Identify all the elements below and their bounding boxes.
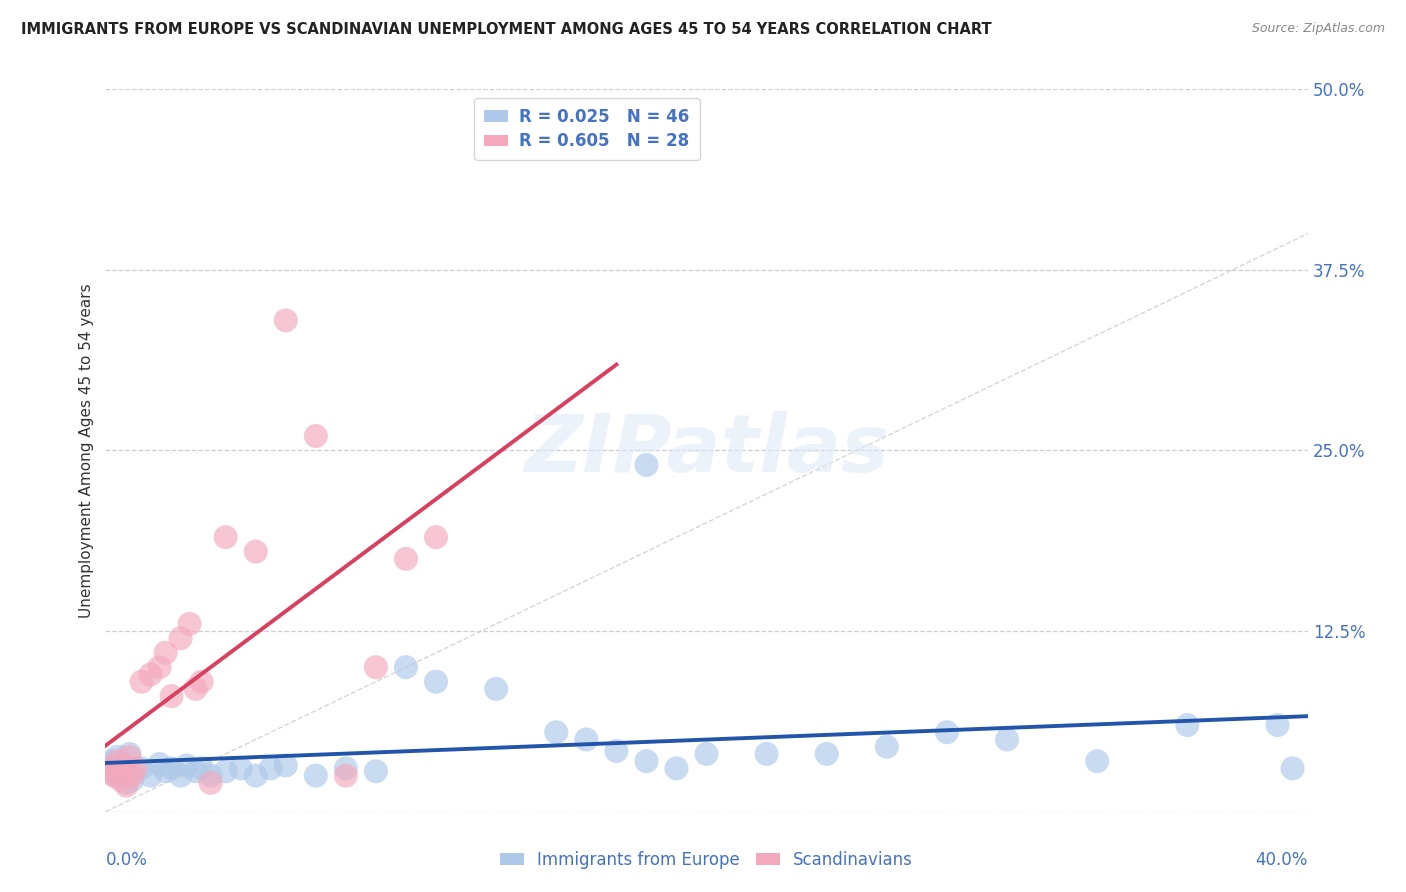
Point [696, 747, 718, 761]
Point [97, 761, 120, 775]
Point [112, 758, 135, 772]
Point [260, 761, 283, 775]
Point [107, 749, 129, 764]
Point [636, 458, 658, 472]
Point [305, 768, 328, 783]
Point [936, 725, 959, 739]
Point [755, 747, 778, 761]
Text: 0.0%: 0.0% [105, 852, 148, 870]
Point [546, 725, 568, 739]
Point [200, 768, 222, 783]
Point [131, 674, 153, 689]
Point [245, 544, 267, 558]
Point [665, 761, 688, 775]
Point [274, 313, 297, 327]
Point [118, 749, 141, 764]
Point [245, 768, 267, 783]
Point [148, 757, 170, 772]
Point [103, 768, 125, 783]
Point [229, 761, 252, 775]
Point [425, 530, 447, 544]
Text: ZIPatlas: ZIPatlas [524, 411, 889, 490]
Point [274, 758, 297, 772]
Point [139, 667, 162, 681]
Point [176, 758, 198, 772]
Point [124, 761, 146, 775]
Point [184, 764, 207, 779]
Point [107, 754, 129, 768]
Point [110, 772, 132, 787]
Point [160, 689, 183, 703]
Point [100, 754, 122, 768]
Point [190, 761, 212, 775]
Point [305, 429, 328, 443]
Point [115, 779, 138, 793]
Point [100, 764, 122, 779]
Point [121, 768, 143, 783]
Point [118, 747, 141, 761]
Point [425, 674, 447, 689]
Point [335, 761, 357, 775]
Point [995, 732, 1018, 747]
Point [110, 764, 132, 779]
Point [139, 768, 162, 783]
Point [395, 551, 418, 566]
Point [169, 632, 191, 646]
Point [575, 732, 598, 747]
Point [190, 674, 212, 689]
Point [155, 646, 177, 660]
Point [148, 660, 170, 674]
Point [335, 768, 357, 783]
Point [815, 747, 838, 761]
Legend: Immigrants from Europe, Scandinavians: Immigrants from Europe, Scandinavians [494, 845, 920, 876]
Point [605, 744, 627, 758]
Point [200, 776, 222, 790]
Point [1267, 718, 1289, 732]
Point [155, 764, 177, 779]
Point [364, 764, 387, 779]
Point [112, 758, 135, 772]
Point [214, 764, 236, 779]
Point [97, 761, 120, 775]
Y-axis label: Unemployment Among Ages 45 to 54 years: Unemployment Among Ages 45 to 54 years [79, 283, 94, 618]
Text: 40.0%: 40.0% [1256, 852, 1308, 870]
Point [485, 681, 508, 696]
Point [169, 768, 191, 783]
Text: IMMIGRANTS FROM EUROPE VS SCANDINAVIAN UNEMPLOYMENT AMONG AGES 45 TO 54 YEARS CO: IMMIGRANTS FROM EUROPE VS SCANDINAVIAN U… [21, 22, 991, 37]
Point [179, 616, 201, 631]
Point [131, 761, 153, 775]
Point [636, 754, 658, 768]
Point [214, 530, 236, 544]
Point [121, 772, 143, 787]
Text: Source: ZipAtlas.com: Source: ZipAtlas.com [1251, 22, 1385, 36]
Point [1281, 761, 1303, 775]
Point [876, 739, 898, 754]
Point [364, 660, 387, 674]
Point [115, 776, 138, 790]
Point [1175, 718, 1198, 732]
Point [184, 681, 207, 696]
Point [1085, 754, 1108, 768]
Point [395, 660, 418, 674]
Point [103, 768, 125, 783]
Point [160, 761, 183, 775]
